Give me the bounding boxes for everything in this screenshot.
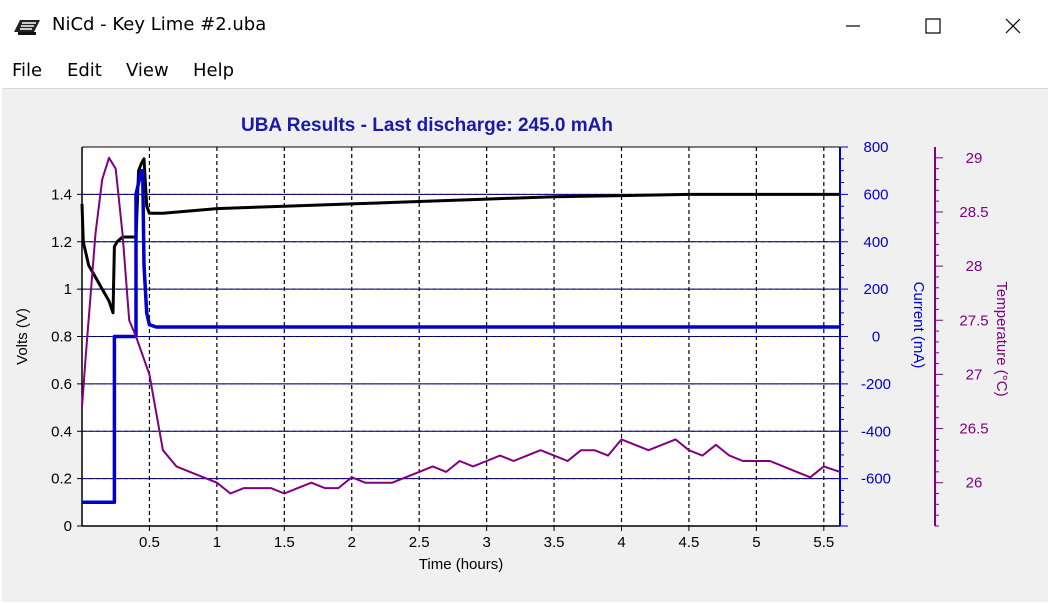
- x-tick-label: 4.5: [679, 534, 700, 551]
- uba-results-chart: 0 0.2 0.4 0.6 0.8 1 1.2 1.4 0.5 1 1.5 2 2.5 3 3.5 4 4.5 5…: [14, 115, 1010, 573]
- current-tick-label: 800: [863, 139, 888, 156]
- current-tick-label: -600: [861, 471, 891, 488]
- battery-analyzer-icon: [14, 20, 40, 35]
- minimize-button[interactable]: [830, 0, 876, 52]
- temperature-tick-label: 28.5: [959, 204, 988, 221]
- current-tick-label: -200: [861, 376, 891, 393]
- x-tick-label: 5: [752, 534, 760, 551]
- menu-help[interactable]: Help: [193, 60, 235, 81]
- temperature-tick-label: 26.5: [959, 421, 988, 438]
- menu-view[interactable]: View: [126, 60, 169, 81]
- x-tick-label: 0.5: [139, 534, 160, 551]
- volts-tick-label: 1: [64, 281, 72, 298]
- volts-series-line: [80, 157, 840, 315]
- current-tick-label: 600: [863, 186, 888, 203]
- current-tick-label: 200: [863, 281, 888, 298]
- temperature-tick-label: 26: [966, 475, 983, 492]
- volts-tick-label: 0.2: [51, 471, 72, 488]
- menu-edit[interactable]: Edit: [67, 60, 102, 81]
- temperature-tick-label: 29: [966, 150, 983, 167]
- volts-tick-label: 1.4: [51, 186, 72, 203]
- menu-file[interactable]: File: [12, 60, 43, 81]
- close-button[interactable]: [990, 0, 1036, 52]
- temperature-tick-label: 28: [966, 258, 983, 275]
- x-tick-label: 2: [348, 534, 356, 551]
- x-tick-label: 3: [482, 534, 490, 551]
- volts-tick-label: 0.6: [51, 376, 72, 393]
- maximize-icon: [925, 18, 941, 34]
- temperature-tick-label: 27: [966, 366, 983, 383]
- temperature-axis-label: Temperature (°C): [993, 281, 1010, 396]
- x-tick-label: 4: [617, 534, 625, 551]
- current-tick-label: 0: [872, 329, 880, 346]
- x-tick-label: 2.5: [409, 534, 430, 551]
- menu-bar: File Edit View Help: [0, 52, 1050, 88]
- x-tick-label: 1.5: [274, 534, 295, 551]
- temperature-series-line: [81, 156, 841, 495]
- chart-panel: 0 0.2 0.4 0.6 0.8 1 1.2 1.4 0.5 1 1.5 2 2.5 3 3.5 4 4.5 5…: [2, 88, 1048, 602]
- chart-title: UBA Results - Last discharge: 245.0 mAh: [241, 115, 613, 136]
- maximize-button[interactable]: [910, 0, 956, 52]
- window-title: NiCd - Key Lime #2.uba: [52, 14, 267, 35]
- temperature-tick-label: 27.5: [959, 312, 988, 329]
- volts-tick-label: 0.4: [51, 423, 72, 440]
- minimize-icon: [846, 25, 860, 27]
- volts-tick-label: 1.2: [51, 234, 72, 251]
- x-tick-label: 3.5: [544, 534, 565, 551]
- close-icon: [1005, 18, 1021, 34]
- current-axis-label: Current (mA): [910, 282, 927, 369]
- x-tick-label: 5.5: [813, 534, 834, 551]
- x-axis-label: Time (hours): [419, 556, 503, 573]
- current-tick-label: -400: [861, 423, 891, 440]
- title-bar: NiCd - Key Lime #2.uba: [0, 0, 1050, 52]
- current-series-line: [82, 168, 840, 505]
- current-tick-label: 400: [863, 234, 888, 251]
- x-tick-label: 1: [213, 534, 221, 551]
- volts-tick-label: 0: [64, 518, 72, 535]
- volts-axis-label: Volts (V): [14, 308, 31, 365]
- volts-tick-label: 0.8: [51, 329, 72, 346]
